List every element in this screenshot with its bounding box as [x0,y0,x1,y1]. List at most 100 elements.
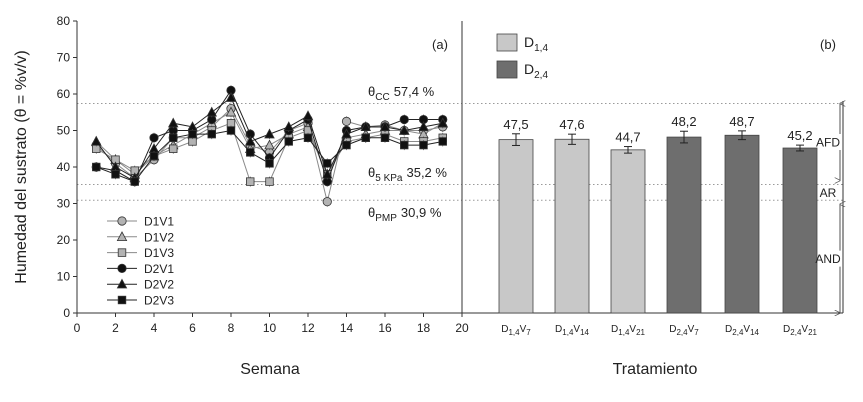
bar-value-label: 47,6 [559,117,584,132]
data-point [90,135,102,146]
legend-label: D1,4 [524,34,548,54]
data-point [169,144,178,153]
data-point [265,159,274,168]
legend-label: D1V2 [144,230,174,244]
data-point [265,177,274,186]
reference-label-value: 57,4 % [394,84,435,99]
x-tick-label: 2 [112,321,119,335]
data-point [226,126,236,135]
legend-b: D1,4D2,4 [496,33,548,81]
bar-group: 45,2 D2,4V21 [782,128,818,337]
category-base: D [611,324,618,335]
legend-marker [117,263,127,273]
category-sub: 2,4 [732,328,744,337]
legend-marker [116,231,128,241]
category-label: D2,4V14 [725,324,759,337]
category-mid: V [520,324,527,335]
legend-swatch [496,33,518,52]
category-mid: V [801,324,808,335]
panel-label-b: (b) [820,37,836,52]
category-sub: 1,4 [618,328,630,337]
category-base: D [501,324,508,335]
category-sub: 2,4 [676,328,688,337]
data-point [341,128,352,139]
y-tick-label: 20 [57,233,71,247]
legend-label: D2V3 [144,294,174,308]
category-base: D [669,324,676,335]
legend-label: D2V1 [144,262,174,276]
bar [610,149,646,314]
category-mid: V [743,324,750,335]
data-point [246,148,255,157]
data-point [418,121,429,132]
x-tick-label: 18 [417,321,431,335]
data-point [206,106,218,117]
category-label: D1,4V14 [555,324,589,337]
reference-label-symbol: θ [368,165,375,180]
x-axis-title-b: Tratamiento [613,361,698,378]
x-tick-label: 10 [263,321,277,335]
y-tick-label: 0 [63,306,70,320]
y-tick-label: 10 [57,270,71,284]
category-mid: V [573,324,580,335]
category-sub: 14 [580,328,589,337]
legend-marker [117,248,127,257]
reference-label-symbol: θ [368,84,375,99]
data-point [379,121,391,132]
bar-value-label: 48,2 [671,114,696,129]
data-point [130,177,139,186]
bar-value-label: 45,2 [787,128,812,143]
bar-group: 47,6 D1,4V14 [554,117,590,337]
x-tick-label: 16 [378,321,392,335]
y-tick-label: 60 [57,87,71,101]
panel-label-a: (a) [432,37,448,52]
y-tick-label: 40 [57,160,71,174]
reference-label-symbol: θ [368,205,375,220]
data-point [321,168,333,179]
data-point [322,197,332,207]
data-point [188,129,197,139]
legend-label-sub: 2,4 [534,70,548,81]
data-point [111,170,120,179]
bar-group: 48,7 D2,4V14 [724,114,760,337]
data-point [419,140,428,150]
data-point [149,133,159,143]
legend-swatch [496,60,518,79]
data-point [225,92,237,102]
legend-marker [117,295,127,305]
zone-and: AND [815,204,841,313]
data-point [246,177,255,186]
category-sub: 1,4 [562,328,574,337]
category-label: D1,4V7 [501,324,531,337]
series-d2v2 [90,92,449,183]
data-point [399,114,409,125]
reference-label-subscript: 5 KPa [375,173,403,184]
data-point [438,137,447,146]
legend-label: D1V1 [144,215,174,229]
x-tick-label: 0 [74,321,81,335]
reference-label-value: 35,2 % [406,165,447,180]
category-base: D [555,324,562,335]
x-tick-label: 14 [340,321,354,335]
x-axis-title: Semana [240,361,300,378]
panel-b: 47,5D1,4V747,6D1,4V1444,7D1,4V2148,2D2,4… [496,33,843,378]
y-axis-title: Humedad del sustrato (θ = %v/v) [13,50,30,283]
data-point [398,124,410,135]
zone-afd: AFD [816,103,840,180]
zone-label: AND [815,252,841,266]
category-base: D [783,324,790,335]
category-sub: 7 [526,328,531,337]
category-label: D2,4V21 [783,324,817,337]
zone-label: AFD [816,136,840,150]
category-sub: 21 [808,328,817,337]
reference-label-subscript: CC [375,92,389,103]
bar-group: 47,5 D1,4V7 [498,117,534,337]
data-point [380,133,390,142]
y-tick-label: 50 [57,124,71,138]
reference-label: θPMP 30,9 % [368,205,442,224]
data-point [303,133,313,142]
data-point [207,129,216,139]
x-tick-label: 12 [301,321,315,335]
reference-label: θCC 57,4 % [368,84,435,103]
